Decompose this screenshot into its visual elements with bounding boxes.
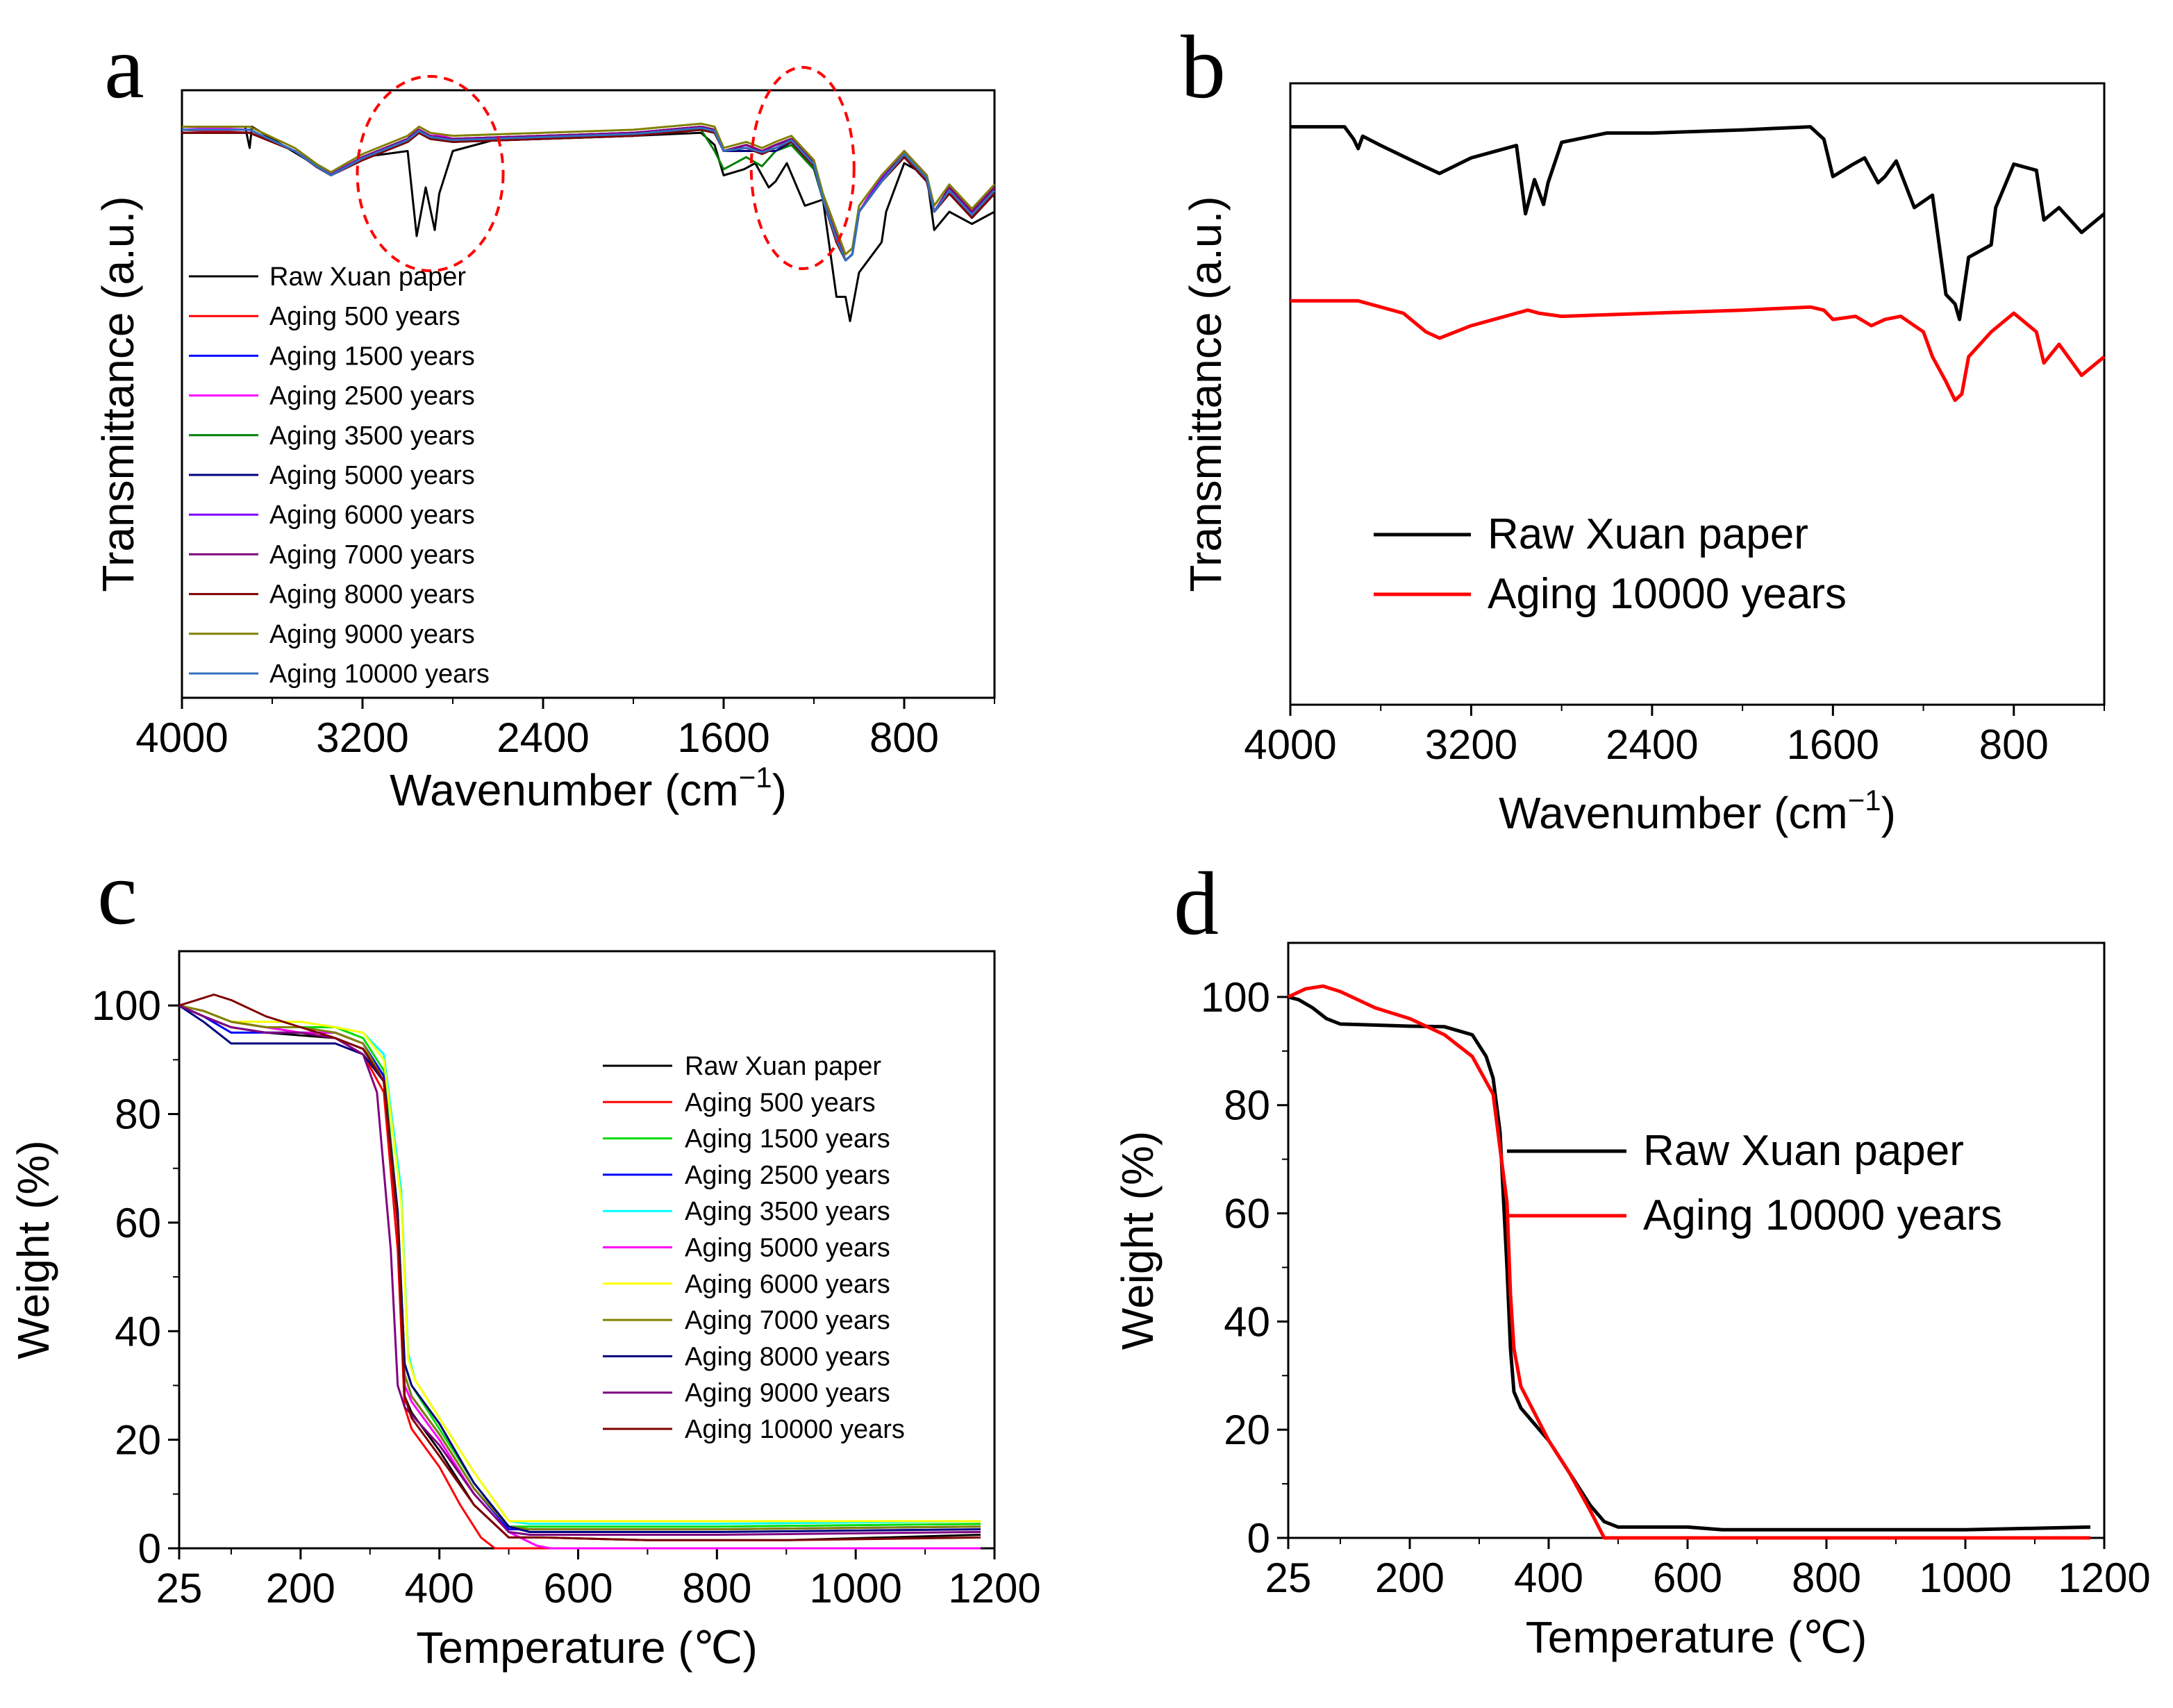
- legend-label-c-9: Aging 9000 years: [685, 1379, 890, 1408]
- x-tick-label-d-6: 1200: [2058, 1555, 2150, 1601]
- x-axis-label-b: Wavenumber (cm−1): [1499, 784, 1896, 838]
- x-tick-label-d-3: 600: [1653, 1555, 1722, 1601]
- legend-label-c-6: Aging 6000 years: [685, 1270, 890, 1299]
- legend-label-a-4: Aging 3500 years: [269, 421, 475, 451]
- x-tick-label-c-2: 400: [405, 1565, 474, 1611]
- legend-label-c-3: Aging 2500 years: [685, 1161, 890, 1190]
- x-tick-label-a-4: 800: [869, 714, 939, 761]
- panel-letter-d: d: [1174, 854, 1219, 954]
- legend-label-a-9: Aging 9000 years: [269, 620, 475, 649]
- series-line-c-9: [178, 1004, 981, 1536]
- plot-frame-d: [1287, 941, 2106, 1539]
- plot-frame-b: [1289, 82, 2106, 706]
- y-tick-label-c-4: 80: [115, 1091, 161, 1138]
- x-tick-label-b-1: 3200: [1425, 721, 1517, 768]
- x-tick-label-a-1: 3200: [316, 714, 408, 761]
- series-line-d-1: [1287, 984, 2090, 1540]
- legend-label-c-5: Aging 5000 years: [685, 1234, 890, 1263]
- y-tick-label-d-5: 100: [1201, 974, 1270, 1021]
- series-line-a-9: [182, 122, 996, 256]
- x-tick-label-c-3: 600: [543, 1565, 613, 1611]
- y-axis-label-c: Weight (%): [8, 1140, 58, 1359]
- x-tick-label-a-0: 4000: [135, 714, 228, 761]
- panel-b-ftir-chart: 4000 3200 2400 1600 800 Wavenumber (cm−1) Tran…: [1181, 82, 2106, 838]
- x-axis-label-d: Temperature (℃): [1526, 1612, 1867, 1662]
- legend-label-c-7: Aging 7000 years: [685, 1306, 890, 1335]
- x-tick-label-a-2: 2400: [497, 714, 589, 761]
- x-tick-label-a-3: 1600: [677, 714, 769, 761]
- x-tick-label-d-0: 25: [1265, 1555, 1312, 1601]
- legend-label-a-1: Aging 500 years: [269, 302, 460, 331]
- highlight-circle-a-1: [749, 66, 856, 270]
- legend-label-c-2: Aging 1500 years: [685, 1125, 890, 1154]
- series-line-b-1: [1290, 299, 2106, 402]
- series-line-b-0: [1290, 125, 2106, 321]
- x-tick-label-c-5: 1000: [809, 1565, 901, 1611]
- y-tick-label-c-1: 20: [115, 1417, 161, 1464]
- series-line-c-3: [178, 1004, 981, 1531]
- y-tick-label-d-4: 80: [1224, 1082, 1270, 1129]
- legend-label-c-0: Raw Xuan paper: [685, 1052, 881, 1081]
- y-tick-label-c-3: 60: [115, 1200, 161, 1246]
- x-tick-label-d-4: 800: [1792, 1555, 1861, 1601]
- y-tick-label-c-2: 40: [115, 1308, 161, 1355]
- y-axis-label-b: Transmittance (a.u.): [1181, 196, 1231, 592]
- y-tick-label-c-0: 0: [138, 1525, 161, 1572]
- legend-label-a-6: Aging 6000 years: [269, 501, 475, 530]
- legend-label-c-10: Aging 10000 years: [685, 1415, 905, 1444]
- legend-label-d-1: Aging 10000 years: [1643, 1191, 2002, 1239]
- series-line-d-0: [1288, 995, 2091, 1532]
- x-axis-label-a: Wavenumber (cm−1): [390, 761, 787, 815]
- x-tick-label-b-4: 800: [1979, 721, 2049, 768]
- legend-label-a-7: Aging 7000 years: [269, 540, 475, 569]
- panel-letter-b: b: [1181, 17, 1226, 117]
- y-tick-label-d-3: 60: [1224, 1191, 1270, 1237]
- panel-d-tga-chart: 25 200 400 600 800 1000 1200 0 20 40 60 80 100 Temper…: [1113, 941, 2151, 1662]
- x-tick-label-c-0: 25: [156, 1565, 203, 1611]
- legend-label-a-10: Aging 10000 years: [269, 660, 490, 689]
- panel-a-ftir-chart: 4000 3200 2400 1600 800 Wavenumber (cm−1) Tran…: [93, 66, 996, 815]
- y-tick-label-d-0: 0: [1247, 1515, 1270, 1562]
- legend-label-d-0: Raw Xuan paper: [1643, 1127, 1964, 1175]
- legend-label-b-0: Raw Xuan paper: [1488, 510, 1808, 558]
- legend-label-a-8: Aging 8000 years: [269, 580, 475, 610]
- y-tick-label-d-2: 40: [1224, 1298, 1270, 1345]
- x-tick-label-b-2: 2400: [1606, 721, 1698, 768]
- x-tick-label-b-3: 1600: [1787, 721, 1879, 768]
- series-line-c-4: [178, 1004, 981, 1525]
- legend-label-a-2: Aging 1500 years: [269, 342, 475, 371]
- x-tick-label-d-1: 200: [1375, 1555, 1444, 1601]
- legend-label-c-8: Aging 8000 years: [685, 1342, 890, 1371]
- panel-letter-a: a: [104, 17, 144, 117]
- y-axis-label-a: Transmittance (a.u.): [93, 196, 143, 592]
- legend-label-c-4: Aging 3500 years: [685, 1197, 890, 1226]
- x-tick-label-c-6: 1200: [948, 1565, 1040, 1611]
- y-axis-label-d: Weight (%): [1113, 1131, 1163, 1350]
- panel-c-tga-chart: 25 200 400 600 800 1000 1200 0 20 40 60 80 100 Temper…: [8, 950, 1041, 1673]
- series-line-c-10: [178, 994, 981, 1541]
- series-line-a-10: [182, 126, 996, 262]
- series-line-c-7: [178, 1004, 981, 1531]
- legend-label-c-1: Aging 500 years: [685, 1088, 876, 1117]
- x-tick-label-d-5: 1000: [1919, 1555, 2011, 1601]
- y-tick-label-c-5: 100: [92, 982, 161, 1029]
- highlight-circle-a-0: [356, 75, 505, 272]
- series-line-c-8: [178, 1004, 981, 1533]
- legend-label-b-1: Aging 10000 years: [1488, 570, 1847, 618]
- legend-label-a-5: Aging 5000 years: [269, 461, 475, 490]
- x-tick-label-d-2: 400: [1514, 1555, 1583, 1601]
- series-line-c-2: [178, 1004, 981, 1528]
- x-axis-label-c: Temperature (℃): [416, 1623, 758, 1673]
- plot-frame-a: [181, 89, 996, 699]
- x-tick-label-c-4: 800: [682, 1565, 751, 1611]
- y-tick-label-d-1: 20: [1224, 1407, 1270, 1453]
- series-line-c-6: [178, 1004, 981, 1523]
- x-tick-label-c-1: 200: [266, 1565, 335, 1611]
- legend-label-a-3: Aging 2500 years: [269, 382, 475, 411]
- legend-label-a-0: Raw Xuan paper: [269, 262, 466, 292]
- panel-letter-c: c: [97, 844, 138, 944]
- x-tick-label-b-0: 4000: [1244, 721, 1336, 768]
